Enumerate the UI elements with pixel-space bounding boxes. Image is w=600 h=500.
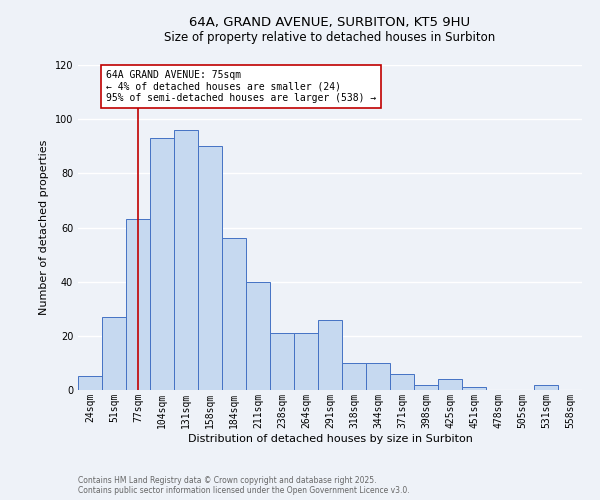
X-axis label: Distribution of detached houses by size in Surbiton: Distribution of detached houses by size … (188, 434, 472, 444)
Bar (246, 282, 270, 390)
Text: Size of property relative to detached houses in Surbiton: Size of property relative to detached ho… (164, 31, 496, 44)
Bar (270, 333, 294, 390)
Bar (174, 130, 198, 390)
Bar (150, 138, 174, 390)
Bar (78, 376, 102, 390)
Bar (222, 238, 246, 390)
Bar (438, 379, 462, 390)
Text: 64A GRAND AVENUE: 75sqm
← 4% of detached houses are smaller (24)
95% of semi-det: 64A GRAND AVENUE: 75sqm ← 4% of detached… (106, 70, 376, 103)
Y-axis label: Number of detached properties: Number of detached properties (39, 140, 49, 315)
Bar (198, 146, 222, 390)
Bar (366, 363, 390, 390)
Bar (462, 388, 486, 390)
Text: Contains HM Land Registry data © Crown copyright and database right 2025.
Contai: Contains HM Land Registry data © Crown c… (78, 476, 410, 495)
Bar (342, 363, 366, 390)
Bar (126, 220, 150, 390)
Bar (534, 384, 558, 390)
Bar (294, 333, 318, 390)
Bar (390, 374, 414, 390)
Bar (414, 384, 438, 390)
Bar (102, 317, 126, 390)
Bar (318, 320, 342, 390)
Text: 64A, GRAND AVENUE, SURBITON, KT5 9HU: 64A, GRAND AVENUE, SURBITON, KT5 9HU (190, 16, 470, 29)
